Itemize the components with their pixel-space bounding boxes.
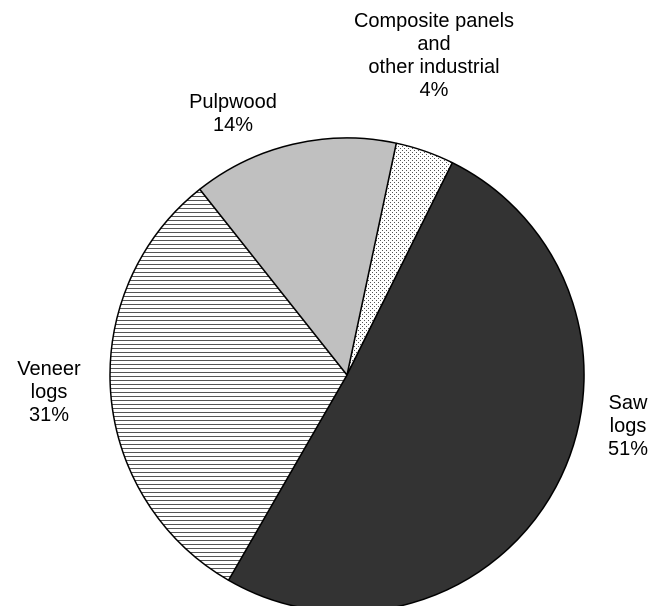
slice-percent-label: 4% (419, 79, 449, 101)
slice-label-line: Veneer (17, 358, 81, 380)
slice-percent-label: 51% (607, 438, 649, 460)
pie-slice-pulpwood (199, 137, 398, 376)
slice-label-line: logs (30, 381, 68, 403)
slice-label-line: Saw (608, 392, 648, 414)
slice-label-pulpwood: Pulpwood 14% (158, 91, 308, 137)
slice-label-saw-logs: Saw logs 51% (596, 392, 660, 461)
slice-percent-label: 14% (212, 114, 254, 136)
slice-label-line: Composite panels (353, 10, 515, 32)
pie-slice-veneer-logs (109, 188, 348, 581)
pie-slice-saw-logs (227, 161, 585, 606)
slice-label-line: Pulpwood (189, 91, 277, 113)
slice-label-line: logs (609, 415, 647, 437)
slice-label-line: other industrial (368, 56, 500, 78)
slice-label-veneer-logs: Veneer logs 31% (4, 358, 94, 427)
slice-label-line: and (417, 33, 451, 55)
slice-label-composite-panels: Composite panels and other industrial 4% (318, 10, 550, 102)
slice-percent-label: 31% (28, 404, 70, 426)
